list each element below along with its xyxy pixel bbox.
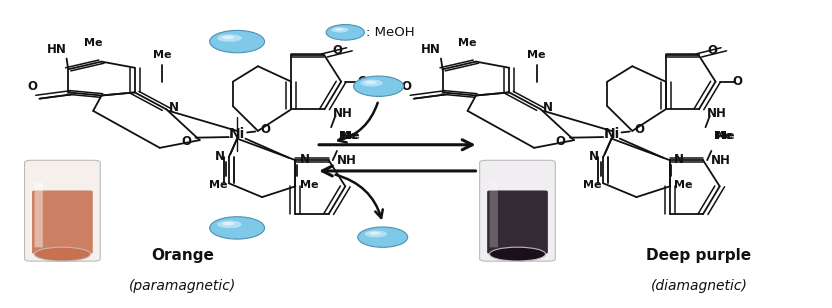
Ellipse shape xyxy=(369,232,380,235)
Text: O: O xyxy=(27,80,37,93)
Text: O: O xyxy=(732,75,742,88)
Ellipse shape xyxy=(365,81,376,84)
Ellipse shape xyxy=(354,76,404,96)
Text: Me: Me xyxy=(153,51,171,60)
FancyBboxPatch shape xyxy=(25,160,101,261)
Text: O: O xyxy=(260,123,270,136)
Text: O: O xyxy=(181,135,191,148)
Text: (diamagnetic): (diamagnetic) xyxy=(651,279,747,294)
Text: Me: Me xyxy=(527,51,546,60)
Text: NH: NH xyxy=(337,154,357,167)
FancyBboxPatch shape xyxy=(488,190,548,254)
Text: Me: Me xyxy=(339,131,358,140)
Text: N: N xyxy=(169,101,179,114)
FancyBboxPatch shape xyxy=(479,160,556,261)
Ellipse shape xyxy=(489,247,546,261)
Text: O: O xyxy=(707,44,717,57)
Text: Me: Me xyxy=(714,131,732,140)
Text: Orange: Orange xyxy=(151,248,215,263)
Text: Me: Me xyxy=(209,180,227,190)
Text: Me: Me xyxy=(84,38,102,48)
Text: HN: HN xyxy=(47,43,67,56)
Ellipse shape xyxy=(334,28,344,30)
Text: N: N xyxy=(300,153,310,166)
Ellipse shape xyxy=(364,230,387,237)
FancyBboxPatch shape xyxy=(32,190,93,254)
Ellipse shape xyxy=(331,27,349,33)
Text: Me: Me xyxy=(674,180,692,190)
Text: O: O xyxy=(635,123,645,136)
Ellipse shape xyxy=(360,79,383,87)
Text: HN: HN xyxy=(421,43,441,56)
Text: O: O xyxy=(358,75,368,88)
Text: Ni: Ni xyxy=(603,127,620,141)
Text: Me: Me xyxy=(583,180,602,190)
Text: NH: NH xyxy=(711,154,731,167)
Ellipse shape xyxy=(210,30,265,53)
Text: Deep purple: Deep purple xyxy=(646,248,751,263)
FancyBboxPatch shape xyxy=(489,182,498,247)
Text: N: N xyxy=(543,101,553,114)
Text: O: O xyxy=(402,80,412,93)
Ellipse shape xyxy=(222,35,235,39)
Text: O: O xyxy=(333,44,343,57)
Text: N: N xyxy=(215,150,225,163)
Ellipse shape xyxy=(210,217,265,239)
Ellipse shape xyxy=(222,222,235,225)
Text: N: N xyxy=(589,150,599,163)
Ellipse shape xyxy=(34,247,91,261)
Text: NH: NH xyxy=(333,107,353,120)
Text: : MeOH: : MeOH xyxy=(366,26,414,39)
Text: Me: Me xyxy=(458,38,477,48)
Text: O: O xyxy=(556,135,566,148)
Ellipse shape xyxy=(326,25,364,40)
Text: Ni: Ni xyxy=(229,127,245,141)
Text: Me: Me xyxy=(341,131,359,140)
Text: Me: Me xyxy=(300,180,318,190)
Text: Me: Me xyxy=(716,131,734,140)
Text: NH: NH xyxy=(707,107,727,120)
FancyBboxPatch shape xyxy=(35,182,43,247)
Ellipse shape xyxy=(217,34,242,42)
Ellipse shape xyxy=(217,221,242,228)
Text: (paramagnetic): (paramagnetic) xyxy=(130,279,236,294)
Ellipse shape xyxy=(358,227,408,247)
Text: N: N xyxy=(674,153,684,166)
